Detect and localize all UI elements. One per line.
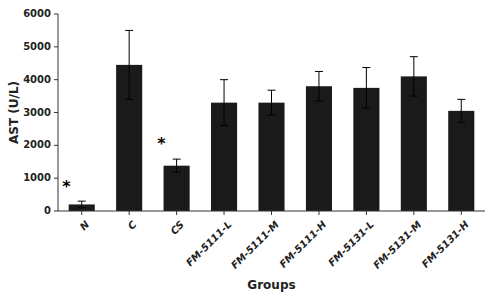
annotation: * [62,177,71,196]
error-bar-cap [315,71,323,72]
y-tick [54,145,58,146]
error-bar-cap [173,159,181,160]
plot-area [69,30,475,211]
error-bar [173,159,181,172]
error-bar [315,71,323,101]
error-bar [125,30,133,99]
x-tick [129,211,130,215]
error-bar-cap [315,101,323,102]
bar [306,86,332,211]
x-tick-label: C [126,218,139,231]
y-tick-label: 6000 [23,8,51,19]
x-tick-label: FM-5111-L [184,219,234,269]
x-tick [461,211,462,215]
error-bar-cap [457,122,465,123]
chart-container: 0100020003000400050006000NCCSFM-5111-LFM… [0,0,497,295]
y-tick [54,178,58,179]
error-bar-cap [362,108,370,109]
y-axis-label: AST (U/L) [7,81,21,144]
x-tick [224,211,225,215]
bar [401,76,427,211]
y-tick-label: 5000 [23,41,51,52]
x-tick [318,211,319,215]
error-bar [457,99,465,122]
error-bar-cap [457,99,465,100]
error-bar-cap [125,99,133,100]
x-tick-label: N [78,218,92,232]
error-bar-stem [224,80,225,126]
y-tick [54,14,58,15]
error-bar-stem [461,99,462,122]
y-tick [54,46,58,47]
y-tick-label: 4000 [23,74,51,85]
bar [164,166,190,211]
bar [448,111,474,211]
error-bar-cap [268,90,276,91]
y-tick [54,79,58,80]
x-tick [81,211,82,215]
error-bar-cap [78,207,86,208]
error-bar-cap [220,125,228,126]
x-tick-label: FM-5111-H [277,218,329,270]
error-bar-stem [129,30,130,99]
error-bar-cap [78,201,86,202]
error-bar-cap [362,67,370,68]
chart: 0100020003000400050006000NCCSFM-5111-LFM… [0,0,497,295]
error-bar-stem [318,71,319,101]
error-bar-cap [410,96,418,97]
error-bar-stem [176,159,177,172]
error-bar-cap [268,115,276,116]
error-bar-stem [81,201,82,208]
x-tick-label: FM-5131-H [420,218,472,270]
error-bar-stem [271,90,272,115]
bar [258,103,284,211]
x-tick [366,211,367,215]
error-bar-cap [173,172,181,173]
x-tick-label: FM-5111-M [229,219,281,271]
x-tick-label: FM-5131-M [371,219,423,271]
error-bar [268,90,276,115]
y-tick-label: 1000 [23,172,51,183]
error-bar [78,201,86,208]
x-tick [176,211,177,215]
x-tick-label: CS [168,219,186,237]
x-tick [271,211,272,215]
error-bar-stem [366,68,367,109]
annotation: * [157,134,166,153]
x-tick [413,211,414,215]
y-tick-label: 2000 [23,139,51,150]
y-axis-line [58,14,59,211]
x-axis: N C CSFM-5111-LFM-5111-MFM-5111-HFM-5131-L… [58,211,485,271]
error-bar-stem [413,57,414,96]
y-tick-label: 0 [44,205,51,216]
y-tick [54,112,58,113]
y-axis: 0 1000 2000 3000 4000 5000 6000 [23,8,58,216]
x-tick-label: FM-5131-L [326,219,376,269]
error-bar-cap [125,30,133,31]
error-bar [220,80,228,126]
error-bar-cap [220,79,228,80]
error-bar-cap [410,56,418,57]
error-bar [410,57,418,96]
y-tick [54,211,58,212]
x-axis-label: Groups [247,278,295,292]
y-tick-label: 3000 [23,107,51,118]
error-bar [362,68,370,109]
